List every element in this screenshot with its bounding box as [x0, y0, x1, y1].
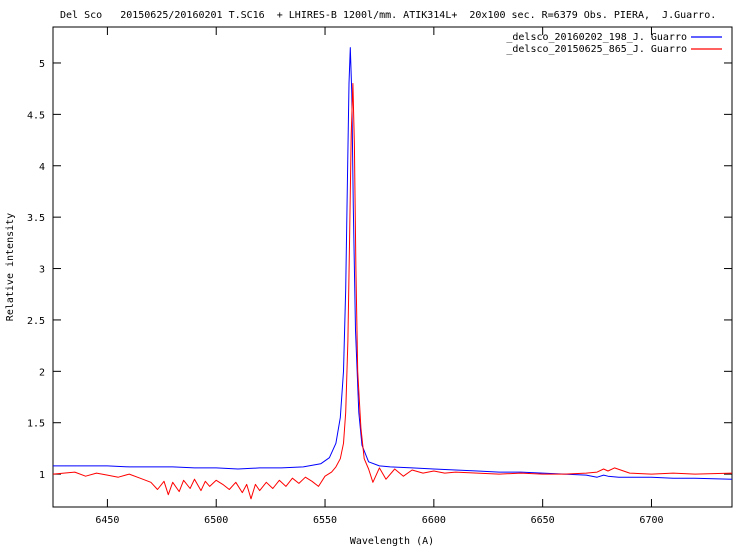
y-tick-label: 1	[39, 470, 45, 481]
y-tick-label: 1.5	[27, 419, 45, 430]
x-tick-label: 6450	[95, 515, 119, 526]
x-tick-label: 6600	[422, 515, 446, 526]
chart-title: Del Sco 20150625/20160201 T.SC16 + LHIRE…	[60, 10, 716, 21]
series-line-1	[53, 47, 733, 480]
y-tick-label: 4	[39, 162, 45, 173]
legend-label: _delsco_20160202_198_J. Guarro	[506, 32, 687, 43]
y-tick-label: 5	[39, 59, 45, 70]
y-tick-label: 3	[39, 265, 45, 276]
y-tick-label: 2.5	[27, 316, 45, 327]
series-line-2	[52, 83, 733, 500]
x-tick-label: 6650	[531, 515, 555, 526]
plot-lines	[52, 47, 733, 500]
axis-ticks: 6450 6500 6550 6600 6650 6700 1 1.5 2 2.5 3 3.5 4 4.5…	[27, 27, 732, 526]
plot-frame	[52, 26, 733, 508]
y-tick-label: 4.5	[27, 110, 45, 121]
x-tick-label: 6700	[639, 515, 663, 526]
legend: _delsco_20160202_198_J. Guarro_delsco_20…	[506, 32, 722, 55]
x-axis-label: Wavelength (A)	[350, 536, 434, 547]
y-axis-label: Relative intensity	[5, 213, 16, 321]
y-tick-label: 2	[39, 367, 45, 378]
legend-label: _delsco_20150625_865_J. Guarro	[506, 44, 687, 55]
x-tick-label: 6500	[204, 515, 228, 526]
x-tick-label: 6550	[313, 515, 337, 526]
y-tick-label: 3.5	[27, 213, 45, 224]
